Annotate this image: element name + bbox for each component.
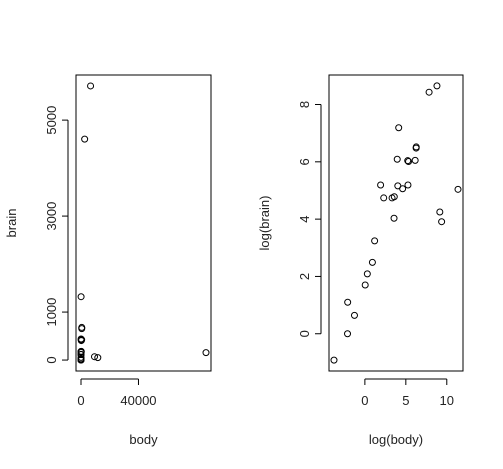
point	[368, 258, 376, 266]
y-axis-label: log(brain)	[257, 196, 272, 251]
plot-frame	[75, 74, 212, 372]
point	[344, 330, 352, 338]
point	[412, 143, 420, 151]
y-tick-label: 3000	[44, 202, 59, 231]
y-tick-label: 5000	[44, 106, 59, 135]
y-tick-label: 0	[44, 356, 59, 363]
point	[81, 135, 89, 143]
y-tick-label: 6	[297, 158, 312, 165]
point	[77, 293, 85, 301]
point	[388, 194, 396, 202]
point	[390, 214, 398, 222]
plot-frame	[328, 74, 464, 372]
y-axis-label: brain	[4, 209, 19, 238]
point	[454, 185, 462, 193]
x-axis-label: body	[129, 432, 158, 447]
x-tick-label: 5	[402, 393, 409, 408]
y-tick-label: 4	[297, 216, 312, 223]
point	[425, 88, 433, 96]
point	[77, 347, 85, 355]
point	[433, 82, 441, 90]
point	[438, 218, 446, 226]
y-tick-label: 0	[297, 330, 312, 337]
x-axis-label: log(body)	[369, 432, 423, 447]
x-tick-label: 0	[77, 393, 84, 408]
point	[436, 208, 444, 216]
point	[94, 354, 102, 362]
y-tick-label: 1000	[44, 298, 59, 327]
point	[399, 185, 407, 193]
point	[377, 181, 385, 189]
x-tick-label: 10	[440, 393, 454, 408]
point	[371, 237, 379, 245]
point	[344, 298, 352, 306]
point	[91, 353, 99, 361]
point	[87, 82, 95, 90]
point	[363, 270, 371, 278]
point	[77, 351, 85, 359]
point	[77, 335, 85, 343]
point	[361, 281, 369, 289]
point	[405, 158, 413, 166]
point	[393, 155, 401, 163]
y-tick-label: 2	[297, 273, 312, 280]
point	[404, 157, 412, 165]
x-tick-label: 0	[361, 393, 368, 408]
point	[330, 356, 338, 364]
point	[77, 356, 85, 364]
point	[78, 323, 86, 331]
x-tick-label: 40000	[120, 393, 156, 408]
y-tick-label: 8	[297, 101, 312, 108]
point	[380, 194, 388, 202]
point	[411, 156, 419, 164]
point	[202, 349, 210, 357]
point	[395, 124, 403, 132]
point	[350, 311, 358, 319]
point	[404, 181, 412, 189]
